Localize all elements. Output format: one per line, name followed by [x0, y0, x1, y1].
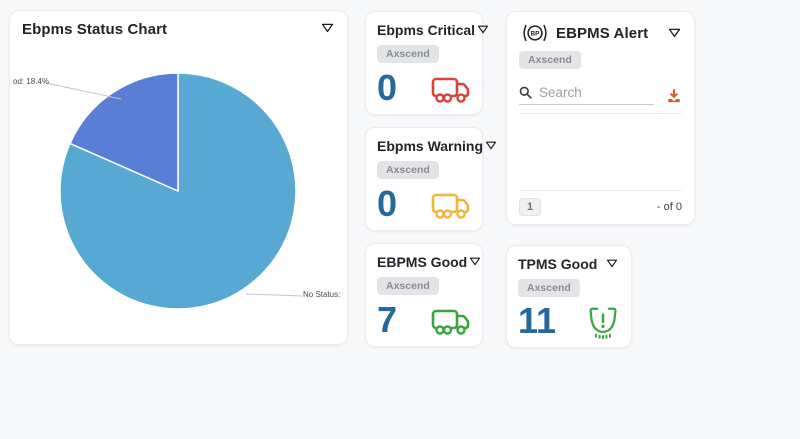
truck-icon [431, 193, 470, 219]
filter-icon[interactable] [604, 256, 620, 270]
filter-icon[interactable] [477, 22, 489, 36]
svg-text:BP: BP [531, 30, 541, 37]
filter-icon[interactable] [485, 138, 497, 152]
stat-value: 0 [377, 183, 398, 224]
vendor-badge: Axscend [377, 277, 439, 295]
ebpms-good-card: EBPMS Good Axscend 7 [365, 243, 483, 347]
vendor-badge: Axscend [377, 161, 439, 179]
tpms-good-card: TPMS Good Axscend 11 [506, 245, 632, 348]
pagination-bar: 1 - of 0 [519, 190, 682, 216]
search-icon [519, 86, 532, 99]
stat-value: 11 [518, 300, 557, 341]
pie-label-no-status: No Status: [303, 290, 341, 299]
truck-icon [431, 77, 470, 103]
ebpms-critical-card: Ebpms Critical Axscend 0 [365, 11, 489, 115]
filter-icon[interactable] [666, 26, 682, 40]
leader-line-no-status [245, 293, 303, 297]
vendor-badge: Axscend [377, 45, 439, 63]
search-field[interactable] [519, 85, 654, 105]
filter-icon[interactable] [319, 21, 335, 35]
card-title: TPMS Good [518, 256, 598, 272]
pagination-range-text: - of 0 [656, 201, 682, 213]
truck-icon [431, 309, 470, 335]
empty-results-area [519, 114, 682, 190]
stat-value: 0 [377, 67, 398, 108]
filter-icon[interactable] [469, 254, 481, 268]
card-title: Ebpms Status Chart [22, 21, 168, 38]
page-1-button[interactable]: 1 [519, 198, 542, 216]
vendor-badge: Axscend [519, 51, 581, 69]
tpms-icon [589, 307, 617, 339]
leader-line-good [45, 82, 122, 100]
stat-value: 7 [377, 299, 398, 340]
pie-label-good: od: 18.4% [13, 77, 50, 86]
card-title: EBPMS Alert [556, 24, 649, 42]
card-title: Ebpms Critical [377, 22, 476, 38]
search-input[interactable] [539, 85, 654, 100]
status-pie-chart [45, 72, 303, 310]
vendor-badge: Axscend [518, 279, 580, 297]
download-icon[interactable] [666, 88, 682, 103]
ebpms-alert-card: BP EBPMS Alert Axscend [506, 11, 695, 225]
table-header-divider [519, 113, 682, 114]
ebpms-status-chart-card: Ebpms Status Chart od: 18.4% No Status: [9, 10, 348, 345]
ebpms-warning-card: Ebpms Warning Axscend 0 [365, 127, 497, 231]
card-title: EBPMS Good [377, 254, 468, 270]
brake-warning-bp-icon: BP [523, 24, 547, 42]
pie-slice-good[interactable] [69, 72, 179, 192]
card-title: Ebpms Warning [377, 138, 484, 154]
